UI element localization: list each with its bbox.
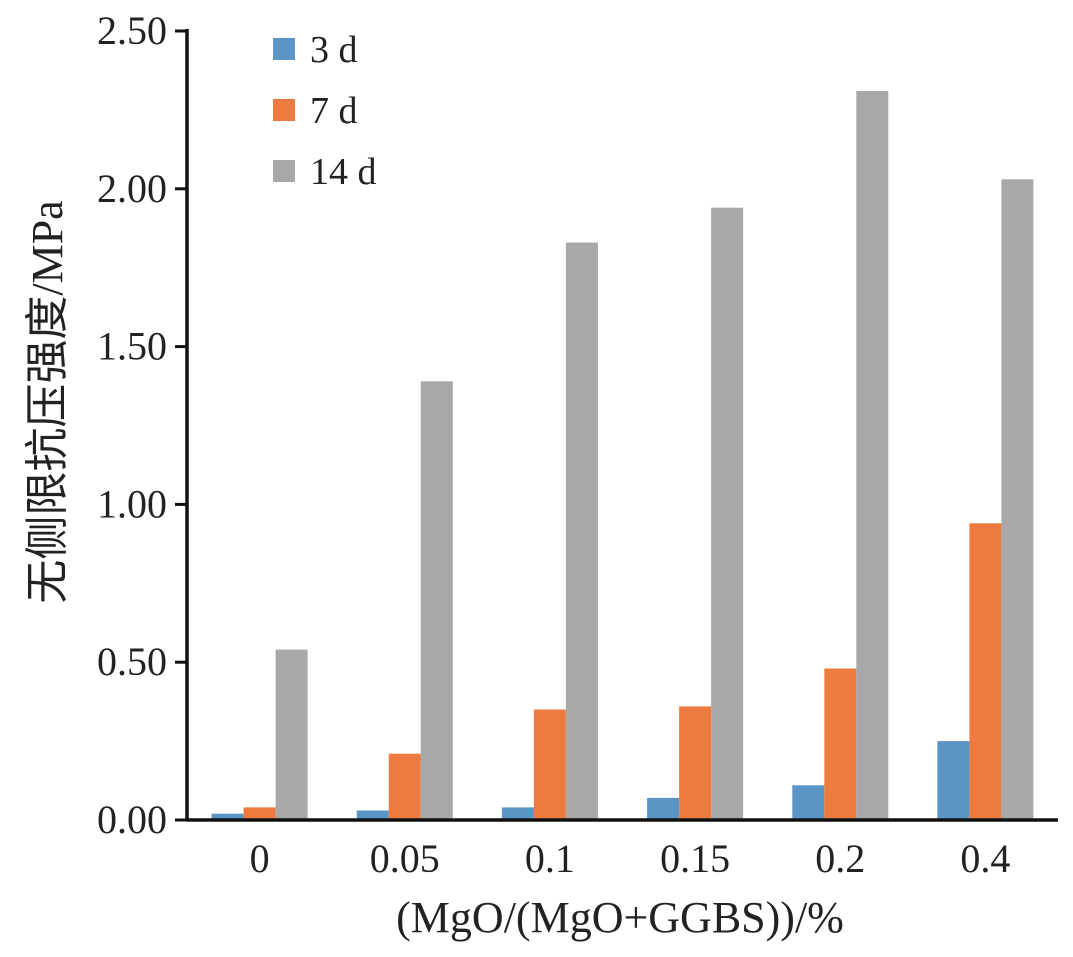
x-tick-label: 0.05 xyxy=(370,836,440,881)
legend-swatch xyxy=(273,99,295,121)
bar-3d-0 xyxy=(211,813,244,820)
x-tick-label: 0.2 xyxy=(815,836,865,881)
bar-7d-0.2 xyxy=(824,668,857,820)
bar-14d-0.05 xyxy=(420,381,453,820)
bar-14d-0.4 xyxy=(1001,179,1034,821)
bar-7d-0.15 xyxy=(679,706,712,820)
y-tick-label: 0.00 xyxy=(97,797,167,842)
bar-7d-0 xyxy=(243,807,276,820)
y-tick-label: 2.00 xyxy=(97,166,167,211)
legend: 3 d 7 d 14 d xyxy=(273,29,377,193)
bar-14d-0.2 xyxy=(856,91,889,820)
bar-3d-0.15 xyxy=(647,797,680,820)
x-tick-label: 0.15 xyxy=(660,836,730,881)
y-tick-label: 1.50 xyxy=(97,324,167,369)
y-tick-label: 2.50 xyxy=(97,8,167,53)
legend-label: 7 d xyxy=(310,90,358,132)
legend-label: 14 d xyxy=(310,151,377,193)
x-tick-label: 0.4 xyxy=(960,836,1010,881)
x-tick-label: 0.1 xyxy=(525,836,575,881)
bar-3d-0.05 xyxy=(356,810,389,820)
bar-7d-0.05 xyxy=(388,753,421,820)
bars-group xyxy=(211,91,1034,821)
legend-swatch xyxy=(273,160,295,182)
x-tick-label: 0 xyxy=(250,836,270,881)
y-tick-label: 1.00 xyxy=(97,481,167,526)
bar-14d-0.1 xyxy=(565,242,598,820)
bar-3d-0.2 xyxy=(792,785,825,820)
y-axis-title: 无侧限抗压强度/MPa xyxy=(23,200,72,603)
y-axis: 0.00 0.50 1.00 1.50 2.00 2.50 xyxy=(97,8,189,842)
y-tick-label: 0.50 xyxy=(97,639,167,684)
x-axis: 0 0.05 0.1 0.15 0.2 0.4 xyxy=(187,818,1058,881)
bar-7d-0.4 xyxy=(969,523,1002,820)
bar-14d-0 xyxy=(275,649,308,820)
bar-14d-0.15 xyxy=(711,207,744,820)
x-axis-title: (MgO/(MgO+GGBS))/% xyxy=(396,893,844,942)
bar-7d-0.1 xyxy=(533,709,566,820)
bar-3d-0.4 xyxy=(937,741,970,820)
legend-swatch xyxy=(273,38,295,60)
legend-label: 3 d xyxy=(310,29,358,71)
bar-3d-0.1 xyxy=(501,807,534,820)
